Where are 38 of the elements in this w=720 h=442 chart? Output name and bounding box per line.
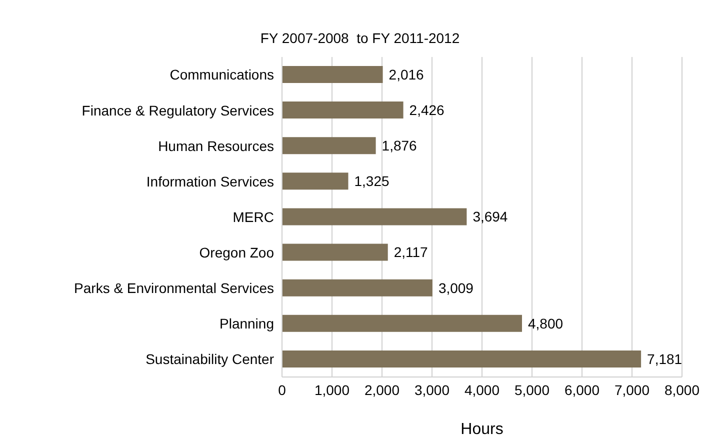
y-tick-label: Communications (170, 66, 274, 83)
y-tick-label: Planning (220, 316, 274, 332)
x-tick-label: 0 (278, 382, 286, 398)
x-axis-title: Hours (460, 421, 504, 438)
data-label: 1,876 (382, 138, 418, 154)
y-tick-label: Sustainability Center (146, 351, 274, 368)
x-tick-label: 7,000 (614, 382, 650, 398)
bar (282, 314, 522, 332)
bar (282, 172, 348, 190)
data-label: 4,800 (528, 315, 564, 332)
data-label: 3,694 (472, 208, 508, 225)
bar (282, 208, 467, 226)
x-tick-label: 2,000 (364, 382, 400, 398)
bar (282, 350, 642, 368)
y-tick-label: Parks & Environmental Services (74, 280, 274, 296)
x-tick-label: 8,000 (664, 382, 700, 398)
data-label: 2,426 (409, 102, 445, 118)
y-tick-label: MERC (232, 208, 274, 225)
y-tick-label: Information Services (146, 173, 274, 190)
data-label: 3,009 (438, 280, 474, 296)
bar (282, 137, 376, 154)
bar (282, 102, 404, 119)
data-label: 2,117 (394, 244, 428, 260)
data-label: 1,325 (354, 173, 390, 190)
bar (282, 244, 388, 261)
y-tick-label: Finance & Regulatory Services (82, 102, 274, 118)
bar (282, 66, 383, 83)
x-tick-label: 6,000 (564, 382, 600, 398)
y-tick-label: Oregon Zoo (199, 244, 274, 261)
chart-title: FY 2007-2008 to FY 2011-2012 (259, 30, 461, 46)
data-label: 2,016 (388, 66, 424, 82)
data-label: 7,181 (647, 350, 682, 367)
x-tick-label: 3,000 (414, 382, 450, 398)
y-tick-label: Human Resources (158, 138, 274, 154)
x-tick-label: 1,000 (314, 382, 350, 398)
x-tick-label: 4,000 (464, 382, 500, 398)
x-tick-label: 5,000 (514, 382, 550, 398)
bar (282, 279, 432, 296)
